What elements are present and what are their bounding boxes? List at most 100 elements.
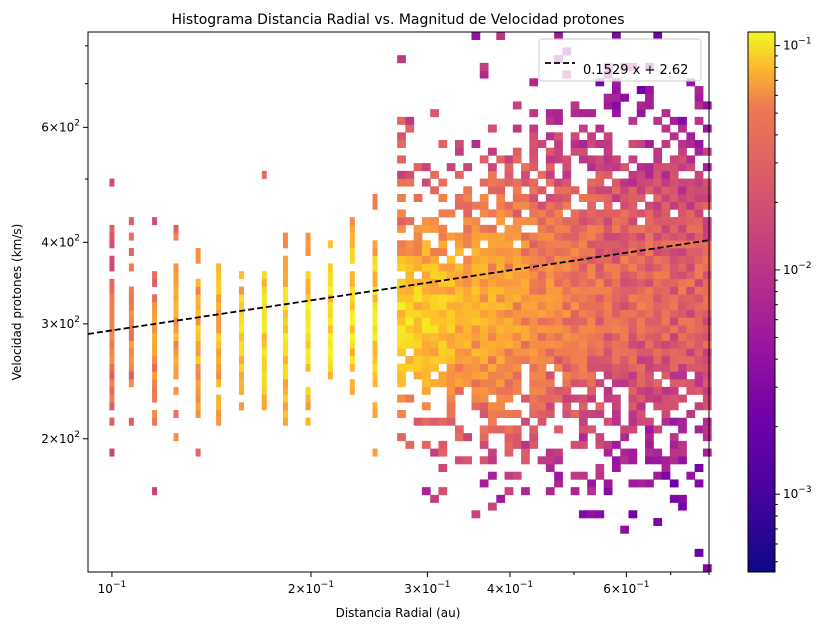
heatmap-cell	[612, 286, 621, 295]
heatmap-cell	[612, 186, 621, 195]
heatmap-cell	[636, 294, 646, 303]
heatmap-cell	[694, 294, 704, 303]
heatmap-cell	[512, 386, 522, 395]
heatmap-cell	[554, 294, 563, 303]
heatmap-cell	[636, 178, 646, 187]
heatmap-cell	[261, 379, 267, 388]
heatmap-cell	[694, 325, 704, 334]
heatmap-cell	[554, 363, 563, 372]
heatmap-cell	[238, 302, 244, 311]
heatmap-cell	[686, 356, 696, 365]
heatmap-cell	[195, 371, 201, 380]
heatmap-cell	[570, 217, 580, 226]
heatmap-cell	[413, 194, 423, 203]
heatmap-cell	[261, 386, 267, 395]
heatmap-cell	[421, 240, 431, 249]
heatmap-cell	[678, 278, 687, 287]
heatmap-cell	[570, 140, 580, 149]
heatmap-cell	[620, 201, 630, 210]
heatmap-cell	[595, 294, 605, 303]
heatmap-cell	[554, 348, 563, 357]
heatmap-cell	[702, 194, 712, 203]
heatmap-cell	[694, 224, 704, 233]
heatmap-cell	[554, 356, 563, 365]
heatmap-cell	[488, 410, 497, 419]
heatmap-cell	[702, 363, 712, 372]
y-tick-label: 6×102	[41, 118, 80, 134]
heatmap-cell	[305, 394, 311, 403]
heatmap-cell	[578, 278, 588, 287]
heatmap-cell	[587, 224, 596, 233]
heatmap-cell	[397, 332, 406, 341]
heatmap-cell	[349, 379, 355, 388]
heatmap-cell	[578, 317, 588, 326]
heatmap-cell	[282, 325, 288, 334]
heatmap-cell	[653, 170, 663, 179]
heatmap-cell	[488, 178, 497, 187]
heatmap-cell	[628, 286, 638, 295]
heatmap-cell	[578, 325, 588, 334]
heatmap-cell	[521, 201, 530, 210]
heatmap-cell	[504, 163, 514, 172]
heatmap-cell	[612, 155, 621, 164]
heatmap-cell	[578, 309, 588, 318]
heatmap-cell	[488, 471, 497, 480]
heatmap-cell	[504, 255, 514, 264]
heatmap-cell	[479, 410, 489, 419]
heatmap-cell	[397, 410, 406, 419]
heatmap-cell	[109, 255, 115, 264]
heatmap-cell	[430, 217, 439, 226]
heatmap-cell	[504, 309, 514, 318]
heatmap-cell	[521, 286, 530, 295]
heatmap-cell	[504, 340, 514, 349]
heatmap-cell	[496, 240, 506, 249]
heatmap-cell	[479, 224, 489, 233]
heatmap-cell	[327, 286, 333, 295]
heatmap-cell	[562, 201, 572, 210]
heatmap-cell	[349, 363, 355, 372]
heatmap-cell	[636, 140, 646, 149]
heatmap-cell	[686, 217, 696, 226]
heatmap-cell	[612, 356, 621, 365]
heatmap-cell	[669, 417, 679, 426]
heatmap-cell	[694, 116, 704, 125]
heatmap-cell	[195, 448, 201, 457]
heatmap-cell	[545, 386, 555, 395]
heatmap-cell	[669, 132, 679, 141]
heatmap-cell	[512, 325, 522, 334]
heatmap-cell	[512, 186, 522, 195]
heatmap-cell	[152, 317, 158, 326]
heatmap-cell	[471, 240, 481, 249]
heatmap-cell	[603, 240, 613, 249]
heatmap-cell	[521, 248, 530, 257]
heatmap-cell	[488, 255, 497, 264]
heatmap-cell	[620, 248, 630, 257]
heatmap-cell	[694, 86, 704, 95]
heatmap-cell	[471, 201, 481, 210]
heatmap-cell	[512, 101, 522, 110]
heatmap-cell	[669, 163, 679, 172]
heatmap-cell	[612, 194, 621, 203]
heatmap-cell	[479, 379, 489, 388]
heatmap-cell	[496, 494, 506, 503]
heatmap-cell	[545, 271, 555, 280]
heatmap-cell	[413, 224, 423, 233]
heatmap-cell	[305, 417, 311, 426]
heatmap-cell	[595, 348, 605, 357]
heatmap-cell	[521, 240, 530, 249]
heatmap-cell	[512, 155, 522, 164]
heatmap-cell	[372, 356, 378, 365]
heatmap-cell	[636, 278, 646, 287]
heatmap-cell	[282, 240, 288, 249]
heatmap-cell	[595, 255, 605, 264]
heatmap-cell	[612, 224, 621, 233]
heatmap-cell	[678, 286, 687, 295]
heatmap-cell	[430, 109, 439, 118]
heatmap-cell	[653, 471, 663, 480]
heatmap-cell	[620, 286, 630, 295]
heatmap-cell	[661, 263, 671, 272]
heatmap-cell	[636, 209, 646, 218]
heatmap-cell	[645, 86, 654, 95]
heatmap-cell	[372, 271, 378, 280]
heatmap-cell	[537, 271, 547, 280]
